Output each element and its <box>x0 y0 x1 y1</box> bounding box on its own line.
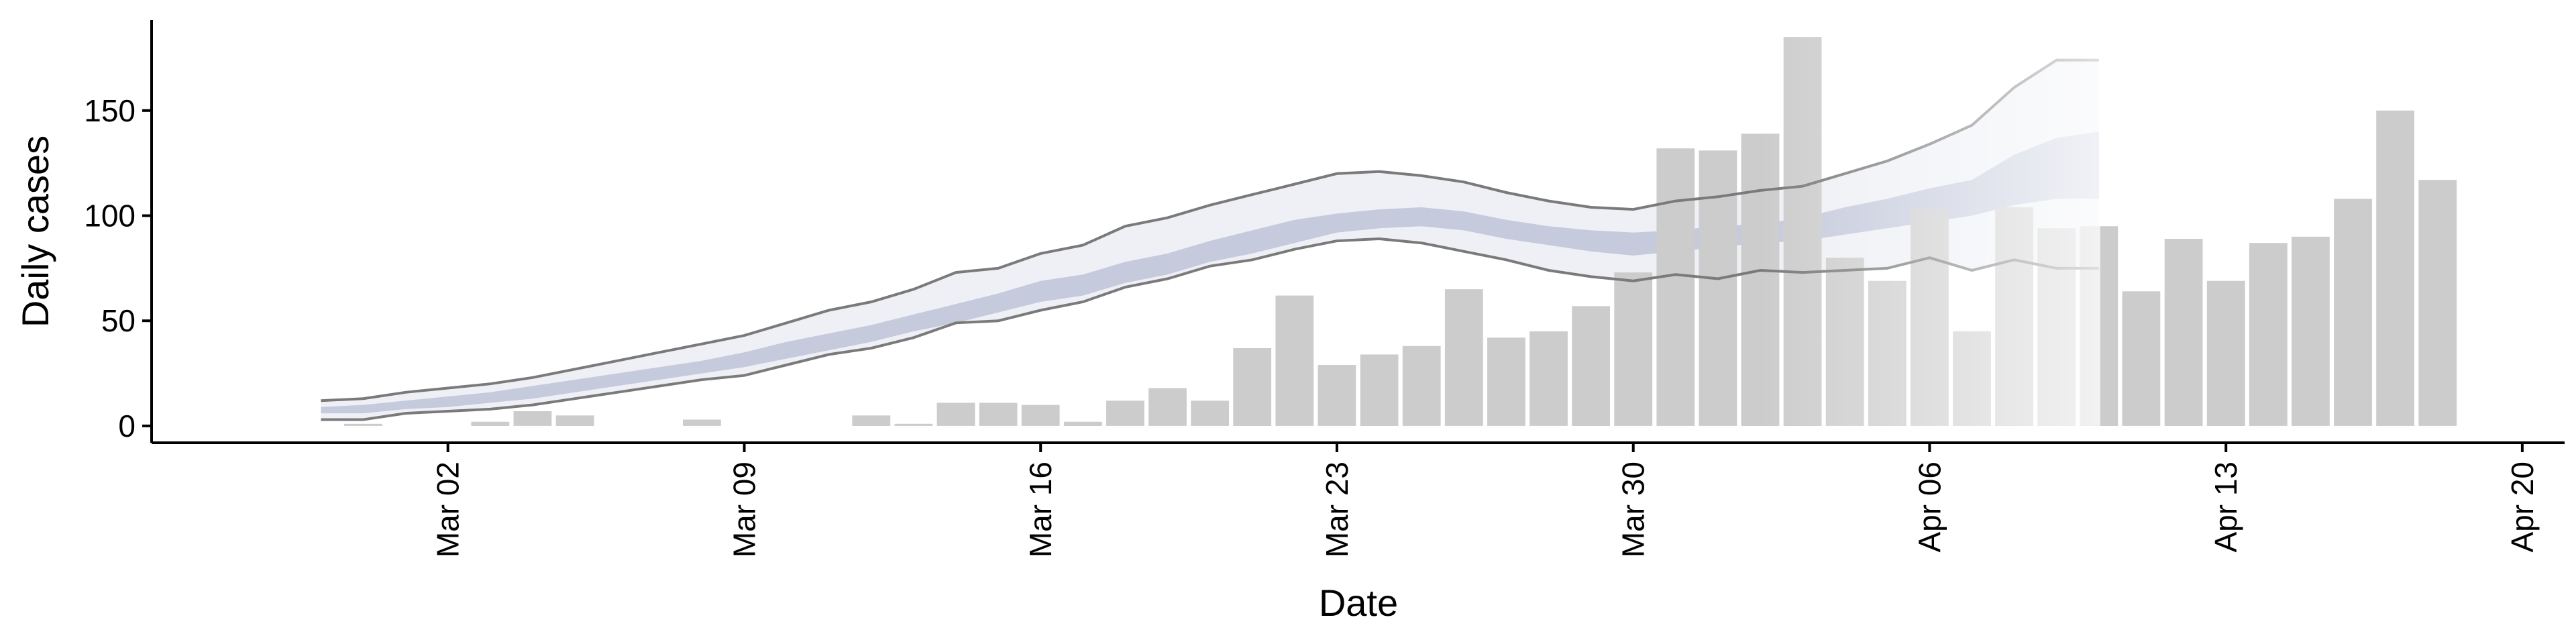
bar-2020-04-15 <box>2292 236 2330 426</box>
bar-2020-03-29 <box>1572 306 1610 426</box>
y-axis-ticks: 0 50 100 150 <box>84 93 152 443</box>
forecast-fade <box>1760 20 2100 426</box>
x-tick-label: Mar 16 <box>1023 462 1058 557</box>
x-axis-ticks: Mar 02 Mar 09 Mar 16 Mar 23 Mar 30 Apr 06 Apr … <box>431 443 2540 557</box>
bar-2020-03-12 <box>852 415 891 426</box>
bar-2020-02-29 <box>344 423 382 426</box>
bar-2020-03-23 <box>1318 365 1356 426</box>
bar-2020-04-18 <box>2418 180 2457 426</box>
bar-2020-03-17 <box>1063 421 1102 426</box>
bar-2020-03-28 <box>1529 331 1568 426</box>
bar-2020-04-17 <box>2376 110 2414 426</box>
x-tick-label: Mar 09 <box>727 462 762 557</box>
bar-2020-03-04 <box>513 411 552 426</box>
bar-2020-03-13 <box>894 423 933 426</box>
bar-2020-03-27 <box>1487 337 1525 426</box>
bar-2020-03-14 <box>936 402 975 426</box>
bar-2020-03-31 <box>1656 148 1695 426</box>
bar-2020-03-18 <box>1106 400 1144 426</box>
bar-2020-03-25 <box>1402 345 1441 426</box>
bar-2020-03-15 <box>979 402 1018 426</box>
bar-2020-03-21 <box>1233 348 1272 426</box>
bar-2020-03-05 <box>555 415 594 426</box>
forecast-fade-overlay <box>1760 20 2100 426</box>
bar-2020-03-26 <box>1444 289 1483 426</box>
bar-2020-03-22 <box>1275 295 1314 426</box>
bar-2020-04-16 <box>2334 199 2372 426</box>
bar-2020-03-19 <box>1148 388 1187 426</box>
y-tick-label: 100 <box>84 199 136 233</box>
bar-2020-04-01 <box>1699 150 1737 426</box>
bar-2020-03-30 <box>1614 272 1653 426</box>
y-tick-label: 50 <box>101 303 136 338</box>
x-axis-title: Date <box>1319 582 1398 624</box>
bar-2020-03-03 <box>471 421 510 426</box>
bar-2020-04-13 <box>2206 280 2245 426</box>
x-tick-label: Apr 06 <box>1912 462 1947 553</box>
x-tick-label: Apr 13 <box>2208 462 2243 553</box>
bar-2020-04-11 <box>2122 291 2161 426</box>
x-tick-label: Apr 20 <box>2505 462 2540 553</box>
bar-2020-04-14 <box>2249 243 2288 426</box>
x-tick-label: Mar 30 <box>1616 462 1651 557</box>
x-tick-label: Mar 02 <box>431 462 466 557</box>
bar-2020-03-16 <box>1021 405 1060 426</box>
bar-2020-03-24 <box>1360 354 1399 426</box>
bar-2020-03-08 <box>683 419 721 426</box>
y-tick-label: 150 <box>84 93 136 128</box>
y-tick-label: 0 <box>118 409 136 443</box>
axes <box>150 20 2565 444</box>
bar-2020-04-12 <box>2164 239 2203 426</box>
bar-2020-03-20 <box>1191 400 1229 426</box>
y-axis-title: Daily cases <box>14 136 56 327</box>
x-tick-label: Mar 23 <box>1320 462 1354 557</box>
